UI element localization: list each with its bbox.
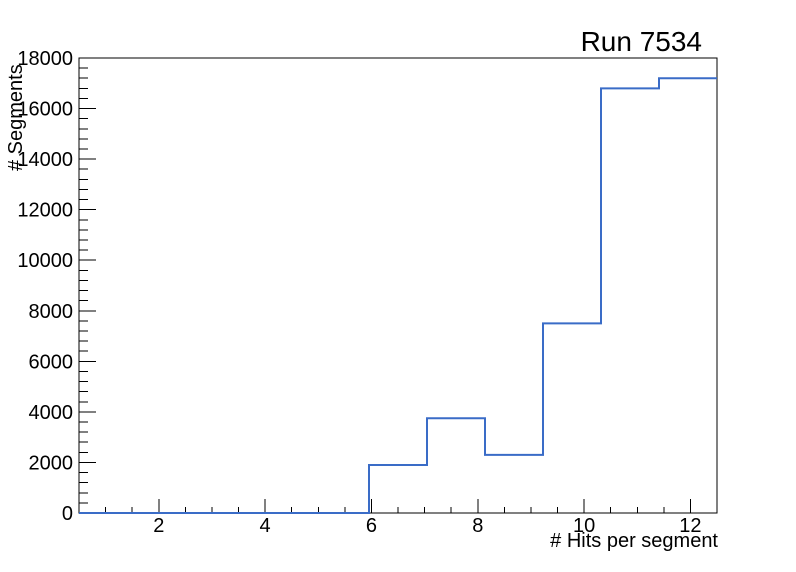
y-tick-label: 12000: [17, 200, 73, 222]
y-axis-title: # Segments: [5, 64, 27, 171]
y-tick-label: 8000: [29, 301, 74, 323]
y-tick-label: 18000: [17, 48, 73, 70]
x-tick-label: 12: [679, 515, 701, 537]
y-tick-label: 4000: [29, 402, 74, 424]
y-tick-label: 14000: [17, 149, 73, 171]
y-tick-label: 6000: [29, 351, 74, 373]
x-tick-label: 2: [153, 515, 164, 537]
x-tick-label: 6: [366, 515, 377, 537]
x-axis-title: # Hits per segment: [550, 530, 718, 552]
x-tick-label: 8: [472, 515, 483, 537]
y-tick-label: 16000: [17, 99, 73, 121]
y-tick-label: 10000: [17, 250, 73, 272]
plot-frame: [78, 57, 718, 514]
x-tick-label: 10: [573, 515, 595, 537]
chart-title: Run 7534: [580, 26, 702, 57]
y-tick-label: 0: [62, 503, 73, 525]
y-tick-label: 2000: [29, 452, 74, 474]
x-tick-label: 4: [260, 515, 271, 537]
histogram-line: [79, 77, 717, 514]
